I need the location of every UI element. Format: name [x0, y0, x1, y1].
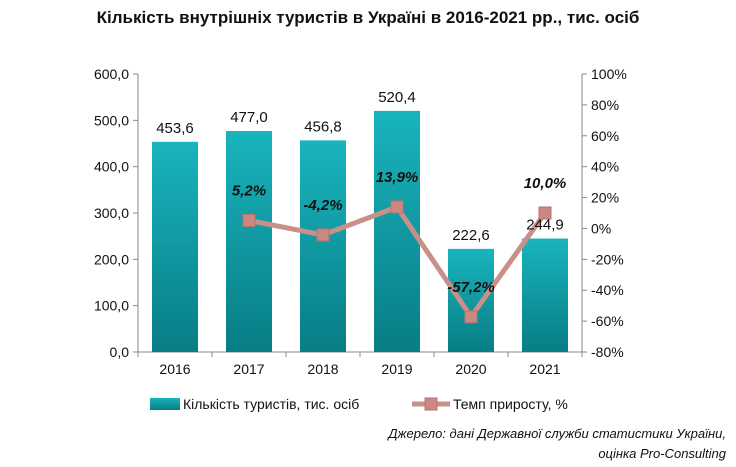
left-axis-tick-label: 100,0 [94, 298, 129, 314]
bar-value-label: 453,6 [156, 120, 194, 137]
right-axis-tick-label: -20% [591, 251, 624, 267]
bar [300, 140, 346, 352]
growth-point [390, 200, 404, 214]
bar [448, 248, 494, 352]
right-axis-tick-label: -80% [591, 344, 624, 360]
growth-point [464, 310, 478, 324]
growth-point [316, 228, 330, 242]
bar [152, 141, 198, 352]
growth-value-label: -57,2% [447, 279, 495, 296]
bar [522, 238, 568, 352]
bar-value-label: 244,9 [526, 217, 564, 234]
growth-line [242, 200, 552, 324]
legend-line-label: Темп приросту, % [453, 396, 568, 412]
source-line-1: Джерело: дані Державної служби статистик… [388, 426, 726, 441]
legend-bar-swatch [150, 398, 180, 410]
chart-title: Кількість внутрішніх туристів в Україні … [96, 8, 640, 27]
right-axis-tick-label: -60% [591, 313, 624, 329]
growth-value-label: -4,2% [303, 197, 342, 214]
growth-point [538, 206, 552, 220]
x-axis-tick-label: 2020 [455, 361, 486, 377]
x-axis-tick-label: 2021 [529, 361, 560, 377]
right-axis-tick-label: -40% [591, 282, 624, 298]
right-axis-tick-label: 40% [591, 159, 619, 175]
left-axis-tick-label: 500,0 [94, 112, 129, 128]
right-axis-tick-label: 100% [591, 66, 627, 82]
bar-value-label: 456,8 [304, 118, 342, 135]
left-axis-tick-label: 0,0 [110, 344, 130, 360]
bar-value-label: 477,0 [230, 109, 268, 126]
left-axis-tick-label: 200,0 [94, 251, 129, 267]
legend-line-marker [424, 397, 438, 411]
x-axis-tick-label: 2016 [159, 361, 190, 377]
growth-point [242, 213, 256, 227]
bar-value-label: 520,4 [378, 89, 416, 106]
left-axis-tick-label: 400,0 [94, 159, 129, 175]
legend-bar-label: Кількість туристів, тис. осіб [183, 396, 359, 412]
bar-value-label: 222,6 [452, 227, 490, 244]
legend: Кількість туристів, тис. осіб Темп прирос… [150, 396, 568, 412]
growth-value-label: 10,0% [524, 175, 567, 192]
right-axis-tick-label: 80% [591, 97, 619, 113]
source-note: Джерело: дані Державної служби статистик… [388, 424, 726, 464]
left-axis-tick-label: 600,0 [94, 66, 129, 82]
x-axis-tick-label: 2018 [307, 361, 338, 377]
growth-value-label: 13,9% [376, 169, 419, 186]
left-axis-tick-label: 300,0 [94, 205, 129, 221]
source-line-2: оцінка Pro-Consulting [598, 446, 726, 461]
axes: 0,0 100,0 200,0 300,0 400,0 500,0 600,0 -80% -60… [94, 66, 627, 377]
right-axis-tick-label: 0% [591, 220, 611, 236]
growth-value-label: 5,2% [232, 182, 266, 199]
right-axis-tick-label: 60% [591, 128, 619, 144]
bar [226, 130, 272, 352]
x-axis-tick-label: 2017 [233, 361, 264, 377]
x-axis-tick-label: 2019 [381, 361, 412, 377]
data-labels: 453,6 477,0 456,8 520,4 222,6 244,9 5,2% -4,2% 1… [156, 89, 566, 296]
right-axis-tick-label: 20% [591, 190, 619, 206]
bars [152, 110, 568, 352]
